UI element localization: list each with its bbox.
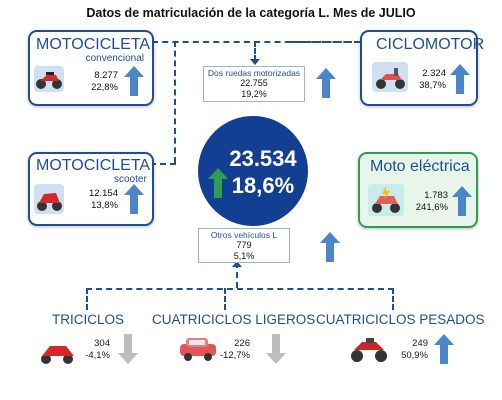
ciclomotor-pct: 38,7% <box>419 80 446 91</box>
motorcycle-icon <box>34 66 64 92</box>
quad-icon <box>348 334 390 364</box>
connector-otros-down <box>236 262 238 288</box>
arrow-up-icon <box>450 64 470 94</box>
connector-top-left <box>152 41 352 43</box>
moto-scooter-title: MOTOCICLETA <box>36 157 151 174</box>
dos-ruedas-box: Dos ruedas motorizadas 22.755 19,2% <box>203 66 305 102</box>
arrow-up-icon <box>316 68 336 98</box>
moto-electrica-title: Moto eléctrica <box>370 158 470 175</box>
moto-scooter-card: MOTOCICLETA scooter 12.154 13,8% <box>28 152 154 226</box>
arrow-up-icon <box>124 66 144 96</box>
scooter-icon <box>34 184 64 214</box>
moto-electrica-card: Moto eléctrica 1.783 241,6% <box>358 152 478 228</box>
connector-top-drop <box>254 41 256 61</box>
car-icon <box>176 334 220 364</box>
arrow-up-icon <box>434 334 454 364</box>
connector-top-right <box>290 41 360 43</box>
connector-ligeros <box>224 288 226 310</box>
cuad-ligeros-pct: -12,7% <box>219 350 250 361</box>
triciclos-title: TRICICLOS <box>52 312 125 327</box>
moto-conv-values: 8.277 22,8% <box>82 70 118 94</box>
total-circle: 23.534 18,6% <box>198 116 308 226</box>
cuad-pesados-value: 249 <box>412 338 428 349</box>
moto-conv-subtitle: convencional <box>85 53 144 64</box>
triciclos-pct: -4,1% <box>85 350 110 361</box>
arrow-down-icon <box>118 334 138 364</box>
moto-electrica-values: 1.783 241,6% <box>408 190 448 214</box>
page-title: Datos de matriculación de la categoría L… <box>86 6 416 20</box>
total-value: 23.534 <box>229 146 297 171</box>
moto-conv-card: MOTOCICLETA convencional 8.277 22,8% <box>28 30 154 106</box>
moto-scooter-values: 12.154 13,8% <box>82 188 118 212</box>
arrow-up-icon <box>452 186 472 216</box>
arrow-down-icon <box>266 334 286 364</box>
cuad-pesados-pct: 50,9% <box>401 350 428 361</box>
moto-scooter-pct: 13,8% <box>91 200 118 211</box>
moto-electrica-pct: 241,6% <box>415 202 448 213</box>
dos-ruedas-value: 22.755 <box>240 78 268 88</box>
arrow-up-icon <box>320 232 340 262</box>
ciclomotor-values: 2.324 38,7% <box>412 68 446 92</box>
dos-ruedas-label: Dos ruedas motorizadas <box>207 68 301 78</box>
arrow-up-icon <box>208 168 228 198</box>
electric-scooter-icon <box>368 184 404 216</box>
cuad-pesados-title: CUATRICICLOS PESADOS <box>316 312 485 327</box>
arrowhead-top <box>250 59 260 65</box>
ciclomotor-title: CICLOMOTOR <box>376 36 485 53</box>
cuad-ligeros-value: 226 <box>234 338 250 349</box>
dos-ruedas-pct: 19,2% <box>241 89 267 99</box>
otros-value: 779 <box>236 240 252 250</box>
connector-triciclos <box>86 288 88 310</box>
cuad-ligeros-title: CUATRICICLOS LIGEROS <box>152 312 316 327</box>
ciclomotor-card: CICLOMOTOR 2.324 38,7% <box>360 30 484 106</box>
triciclos-value: 304 <box>94 338 110 349</box>
connector-pesados <box>392 288 394 310</box>
total-pct: 18,6% <box>231 173 295 198</box>
cuad-ligeros-values: 226 -12,7% <box>216 338 250 362</box>
ciclomotor-value: 2.324 <box>422 68 446 79</box>
moto-scooter-value: 12.154 <box>88 188 118 199</box>
otros-label: Otros vehículos L <box>210 230 278 240</box>
moto-electrica-value: 1.783 <box>424 190 448 201</box>
otros-pct: 5,1% <box>233 251 255 261</box>
connector-left-vertical <box>174 41 176 163</box>
tricycle-icon <box>38 336 78 366</box>
triciclos-values: 304 -4,1% <box>78 338 110 362</box>
connector-bottom-horizontal <box>86 288 394 290</box>
connector-scooter <box>150 163 176 165</box>
moto-conv-pct: 22,8% <box>91 82 118 93</box>
otros-box: Otros vehículos L 779 5,1% <box>198 228 290 263</box>
moped-icon <box>372 62 408 92</box>
moto-conv-title: MOTOCICLETA <box>36 36 151 53</box>
moto-scooter-subtitle: scooter <box>114 174 147 185</box>
arrowhead-otros <box>232 261 242 267</box>
cuad-pesados-values: 249 50,9% <box>394 338 428 362</box>
moto-conv-value: 8.277 <box>94 70 118 81</box>
arrow-up-icon <box>124 184 144 214</box>
